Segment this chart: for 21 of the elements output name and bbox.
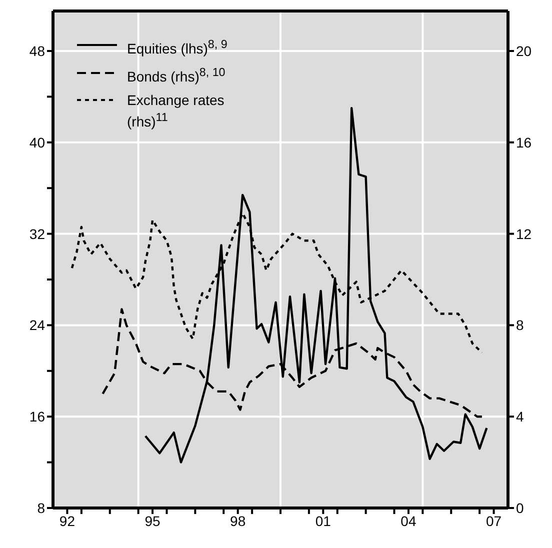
y-tick-label: 8 <box>37 500 46 516</box>
y-tick-label: 40 <box>29 134 46 150</box>
x-tick-label: 01 <box>315 512 332 529</box>
y2-tick-label: 12 <box>516 226 532 242</box>
y2-tick-label: 4 <box>516 408 524 425</box>
legend-label: Bonds (rhs)$^{8, 10}$ <box>127 64 226 86</box>
legend-label: Exchange rates (rhs)$^{11}$ <box>127 91 226 131</box>
y2-tick-label: 16 <box>516 134 532 150</box>
y-tick-label: 48 <box>29 42 46 59</box>
y2-tick-label: 8 <box>516 317 524 334</box>
y2-tick-label: 20 <box>516 42 532 59</box>
x-tick-label: 04 <box>400 512 416 529</box>
y-tick-label: 16 <box>29 408 46 425</box>
x-tick-label: 92 <box>59 512 76 529</box>
legend-label: Equities (lhs)$^{8, 9}$ <box>127 37 228 58</box>
x-tick-label: 98 <box>230 512 246 529</box>
y-tick-label: 32 <box>29 226 46 242</box>
y2-tick-label: 0 <box>516 500 524 516</box>
y-tick-label: 24 <box>29 317 46 334</box>
x-tick-label: 07 <box>486 512 502 529</box>
x-tick-label: 95 <box>144 512 161 529</box>
